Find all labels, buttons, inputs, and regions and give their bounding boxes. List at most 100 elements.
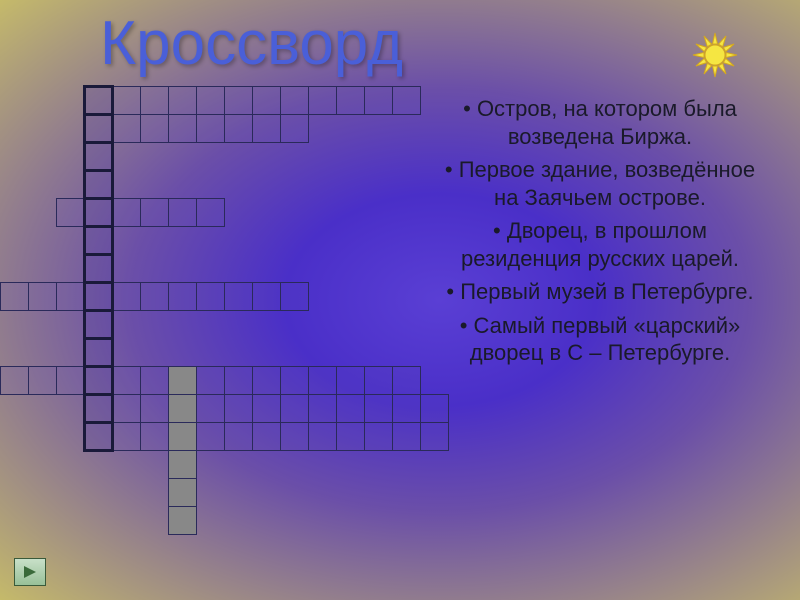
grid-cell [253,171,281,199]
grid-cell [85,423,113,451]
grid-cell [225,451,253,479]
grid-cell [393,115,421,143]
clue-list: Остров, на котором была возведена Биржа.… [430,95,770,373]
grid-cell [337,227,365,255]
grid-cell [1,199,29,227]
grid-cell [29,199,57,227]
grid-cell [29,479,57,507]
grid-cell [57,255,85,283]
grid-cell [141,311,169,339]
grid-cell [113,367,141,395]
grid-cell [253,311,281,339]
grid-cell [169,339,197,367]
grid-cell [337,115,365,143]
grid-cell [85,339,113,367]
grid-cell [365,143,393,171]
grid-cell [197,395,225,423]
grid-cell [337,451,365,479]
grid-cell [421,423,449,451]
grid-cell [57,395,85,423]
grid-cell [113,227,141,255]
grid-cell [57,479,85,507]
grid-cell [281,171,309,199]
grid-cell [1,395,29,423]
grid-cell [393,283,421,311]
grid-cell [309,199,337,227]
next-slide-button[interactable] [14,558,46,586]
grid-cell [29,255,57,283]
sun-icon [690,30,740,80]
grid-cell [113,87,141,115]
grid-cell [169,115,197,143]
grid-cell [29,87,57,115]
grid-cell [85,479,113,507]
clue-item: Дворец, в прошлом резиденция русских цар… [430,217,770,272]
grid-cell [309,367,337,395]
grid-cell [57,339,85,367]
grid-cell [393,227,421,255]
grid-cell [253,451,281,479]
grid-cell [197,339,225,367]
grid-cell [85,367,113,395]
grid-cell [197,367,225,395]
grid-cell [309,255,337,283]
grid-cell [281,199,309,227]
grid-cell [113,479,141,507]
grid-cell [253,115,281,143]
grid-cell [141,395,169,423]
grid-cell [29,395,57,423]
grid-cell [57,507,85,535]
grid-cell [393,171,421,199]
grid-cell [1,451,29,479]
grid-cell [1,171,29,199]
grid-cell [253,199,281,227]
grid-cell [113,283,141,311]
grid-cell [197,479,225,507]
grid-cell [169,255,197,283]
grid-cell [169,311,197,339]
grid-cell [337,199,365,227]
grid-cell [141,171,169,199]
grid-cell [141,507,169,535]
grid-cell [309,171,337,199]
grid-cell [393,451,421,479]
grid-cell [253,395,281,423]
grid-cell [1,283,29,311]
grid-cell [365,451,393,479]
grid-cell [57,367,85,395]
grid-cell [281,367,309,395]
grid-cell [169,199,197,227]
crossword-grid [0,85,449,535]
grid-cell [197,171,225,199]
grid-cell [29,339,57,367]
grid-cell [57,115,85,143]
grid-cell [281,311,309,339]
grid-cell [337,507,365,535]
grid-cell [421,507,449,535]
grid-cell [85,451,113,479]
grid-cell [85,143,113,171]
grid-cell [113,255,141,283]
grid-cell [337,283,365,311]
grid-cell [57,451,85,479]
grid-cell [337,87,365,115]
grid-cell [337,423,365,451]
play-icon [21,564,39,580]
grid-cell [337,395,365,423]
grid-cell [393,395,421,423]
grid-cell [169,87,197,115]
grid-cell [113,507,141,535]
grid-cell [225,87,253,115]
grid-cell [113,311,141,339]
grid-cell [197,199,225,227]
grid-cell [141,479,169,507]
grid-cell [85,283,113,311]
grid-cell [225,171,253,199]
grid-cell [253,227,281,255]
grid-cell [197,87,225,115]
grid-cell [365,311,393,339]
grid-cell [253,423,281,451]
grid-cell [281,507,309,535]
grid-cell [393,339,421,367]
grid-cell [309,479,337,507]
